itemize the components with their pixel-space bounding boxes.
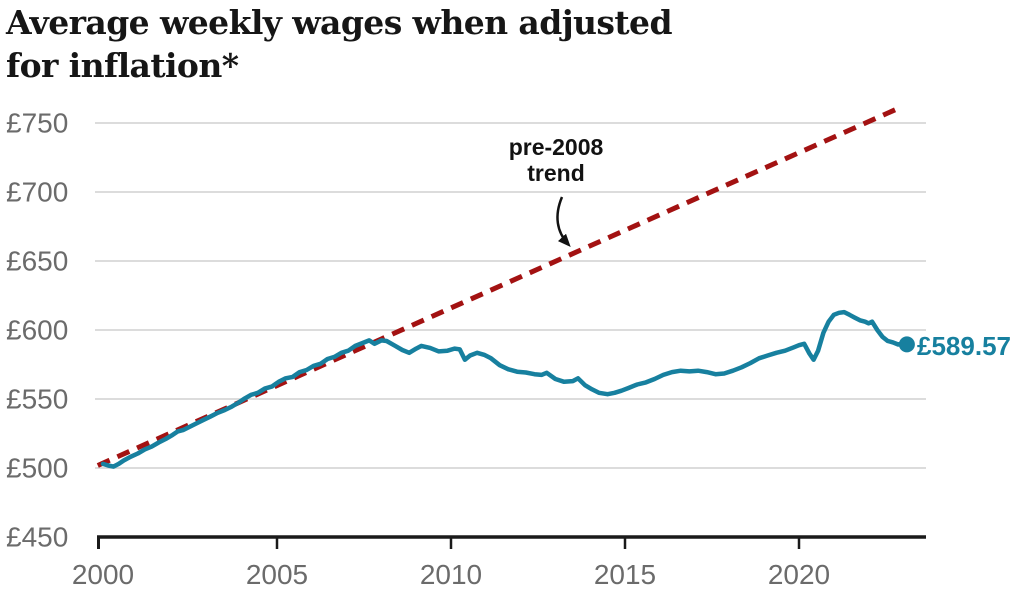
trend-annotation: pre-2008 trend [446, 134, 666, 186]
end-value-label: £589.57 [917, 331, 1011, 361]
x-axis-tick-label: 2020 [768, 559, 830, 590]
trend-annotation-line1: pre-2008 [508, 134, 604, 160]
end-point-dot [898, 336, 915, 353]
y-axis-tick-label: £600 [6, 315, 68, 346]
y-axis-tick-label: £650 [6, 246, 68, 277]
chart-title-line2: for inflation* [6, 46, 239, 85]
chart-title: Average weekly wages when adjusted for in… [6, 1, 673, 87]
x-axis-tick-label: 2015 [594, 559, 656, 590]
chart-title-line1: Average weekly wages when adjusted [6, 3, 673, 42]
x-axis-tick-label: 2010 [420, 559, 482, 590]
trend-annotation-line2: trend [527, 160, 585, 186]
y-axis-tick-label: £700 [6, 177, 68, 208]
x-axis-tick-label: 2005 [246, 559, 308, 590]
x-axis-tick-label: 2000 [72, 559, 134, 590]
y-axis-tick-label: £500 [6, 453, 68, 484]
y-axis-tick-label: £450 [6, 522, 68, 553]
annotation-arrow [556, 196, 571, 247]
trend-line [96, 106, 898, 468]
y-axis-tick-label: £550 [6, 384, 68, 415]
wage-line [100, 309, 910, 469]
y-axis-tick-label: £750 [6, 108, 68, 139]
